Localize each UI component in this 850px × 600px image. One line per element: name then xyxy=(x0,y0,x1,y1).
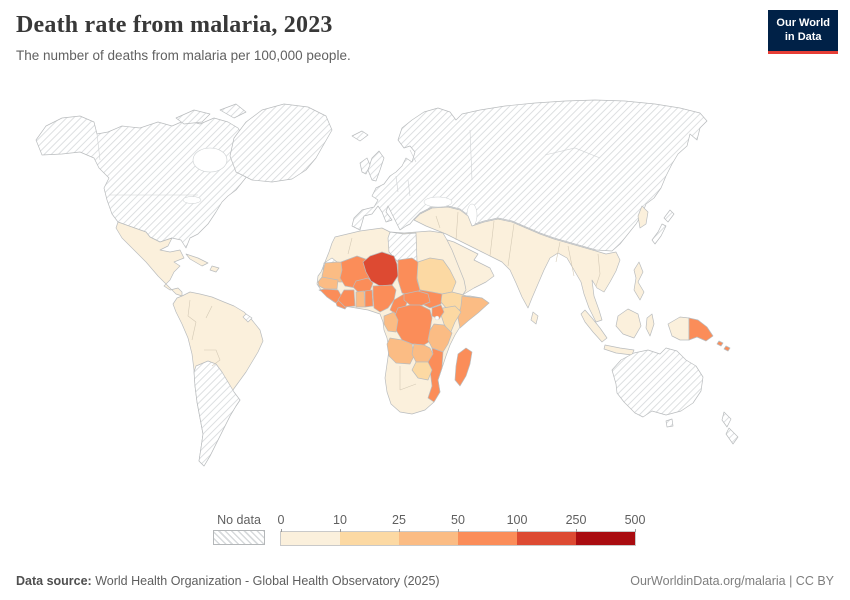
data-source-note: Data source: World Health Organization -… xyxy=(16,574,440,588)
legend-tick-250: 250 xyxy=(565,513,587,527)
world-choropleth-map xyxy=(0,86,850,511)
legend-band-0-10[interactable] xyxy=(281,532,340,545)
hudson-bay xyxy=(192,147,228,173)
legend-no-data-swatch[interactable] xyxy=(213,530,265,545)
legend-tick-labels: 0 10 25 50 100 250 500 xyxy=(277,513,646,529)
map-region-europe-russia-china[interactable] xyxy=(351,99,708,252)
map-region-zimbabwe[interactable] xyxy=(411,361,433,381)
map-region-cote-divoire[interactable] xyxy=(337,289,356,308)
legend-band-50-100[interactable] xyxy=(458,532,517,545)
map-region-tasmania[interactable] xyxy=(665,418,674,428)
owid-logo-line1: Our World xyxy=(776,17,830,29)
legend-no-data-label: No data xyxy=(217,513,261,527)
map-region-iceland[interactable] xyxy=(351,130,369,142)
legend-tick-mark xyxy=(340,529,341,532)
legend-band-250-500[interactable] xyxy=(576,532,635,545)
map-region-north-america[interactable] xyxy=(35,115,257,249)
legend-tick-0: 0 xyxy=(277,513,285,527)
legend-tick-mark xyxy=(576,529,577,532)
legend-tick-mark xyxy=(458,529,459,532)
map-region-japan[interactable] xyxy=(651,223,667,245)
chart-header: Death rate from malaria, 2023 The number… xyxy=(16,12,351,63)
map-region-sumatra[interactable] xyxy=(580,309,608,343)
map-region-ireland[interactable] xyxy=(359,157,371,175)
map-region-ghana[interactable] xyxy=(355,290,366,308)
map-region-united-kingdom[interactable] xyxy=(367,150,385,182)
map-region-japan[interactable] xyxy=(663,209,675,223)
owid-logo-line2: in Data xyxy=(784,31,822,44)
map-region-sulawesi[interactable] xyxy=(645,313,655,337)
map-region-australia[interactable] xyxy=(611,347,704,418)
map-region-angola[interactable] xyxy=(386,337,415,365)
map-region-new-zealand[interactable] xyxy=(721,411,739,445)
owid-logo[interactable]: Our World in Data xyxy=(768,10,838,54)
map-region-korea[interactable] xyxy=(637,205,649,229)
legend-band-100-250[interactable] xyxy=(517,532,576,545)
page-subtitle: The number of deaths from malaria per 10… xyxy=(16,48,351,63)
legend-color-bar xyxy=(280,529,636,546)
map-region-french-guiana[interactable] xyxy=(242,313,253,323)
attribution-note[interactable]: OurWorldinData.org/malaria | CC BY xyxy=(630,574,834,588)
legend-color-scale: 0 10 25 50 100 250 500 xyxy=(277,513,646,547)
map-region-senegal[interactable] xyxy=(317,276,339,290)
interior-borders-nodata xyxy=(96,129,601,197)
great-lakes xyxy=(182,196,202,204)
map-region-solomon-islands[interactable] xyxy=(716,340,731,352)
data-source-label: Data source: xyxy=(16,574,92,588)
legend-tick-50: 50 xyxy=(451,513,465,527)
map-legend: No data 0 10 25 50 100 250 500 xyxy=(213,513,646,547)
lake-victoria xyxy=(434,315,440,321)
map-region-chad[interactable] xyxy=(397,257,421,297)
map-region-philippines[interactable] xyxy=(633,261,645,301)
map-region-borneo[interactable] xyxy=(615,308,642,339)
map-region-middle-east-south-asia[interactable] xyxy=(413,206,621,323)
legend-tick-100: 100 xyxy=(506,513,528,527)
map-region-madagascar[interactable] xyxy=(454,347,473,387)
map-region-greenland[interactable] xyxy=(229,103,333,183)
legend-no-data[interactable]: No data xyxy=(213,513,265,545)
interior-borders-cream xyxy=(187,211,601,391)
map-region-arctic-islands[interactable] xyxy=(219,103,247,119)
chart-footer: Data source: World Health Organization -… xyxy=(16,574,834,588)
legend-band-25-50[interactable] xyxy=(399,532,458,545)
map-region-papua-new-guinea[interactable] xyxy=(688,317,714,342)
legend-band-10-25[interactable] xyxy=(340,532,399,545)
map-region-nigeria[interactable] xyxy=(372,284,397,313)
map-region-southern-south-america[interactable] xyxy=(193,360,241,467)
black-sea xyxy=(423,196,453,208)
map-region-gabon-congo[interactable] xyxy=(383,311,399,333)
legend-tick-10: 10 xyxy=(333,513,347,527)
map-region-togo-benin[interactable] xyxy=(364,289,374,308)
map-region-mexico-central-america[interactable] xyxy=(115,221,185,297)
legend-tick-mark xyxy=(399,529,400,532)
data-source-text: World Health Organization - Global Healt… xyxy=(91,574,440,588)
legend-tick-mark xyxy=(635,529,636,532)
map-region-cuba[interactable] xyxy=(185,253,209,267)
map-region-uganda[interactable] xyxy=(431,304,445,320)
map-region-central-african-republic[interactable] xyxy=(403,290,431,307)
map-region-arctic-islands[interactable] xyxy=(175,109,211,125)
map-region-mozambique[interactable] xyxy=(427,347,444,403)
legend-tick-mark xyxy=(281,529,282,532)
map-region-java[interactable] xyxy=(603,344,635,356)
page-title: Death rate from malaria, 2023 xyxy=(16,12,333,38)
legend-tick-mark xyxy=(517,529,518,532)
map-region-somalia[interactable] xyxy=(457,295,490,329)
legend-tick-25: 25 xyxy=(392,513,406,527)
map-region-sri-lanka[interactable] xyxy=(530,311,539,325)
legend-tick-500: 500 xyxy=(624,513,646,527)
map-region-hispaniola[interactable] xyxy=(209,265,220,273)
map-region-west-new-guinea[interactable] xyxy=(667,316,690,341)
